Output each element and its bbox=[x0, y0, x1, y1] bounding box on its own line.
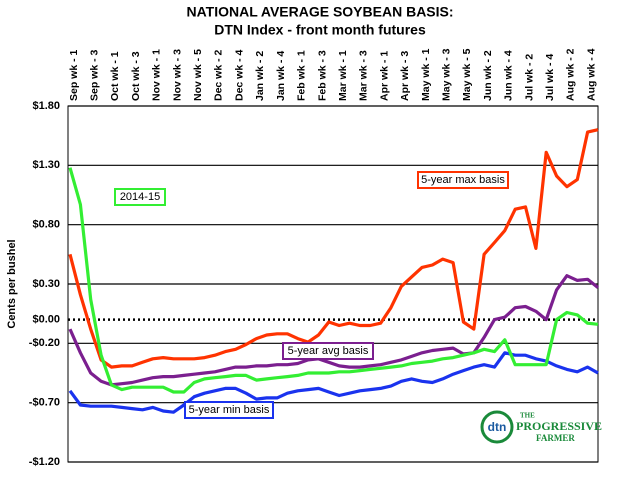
x-tick-label: Jan wk - 4 bbox=[275, 51, 287, 101]
x-tick-label: Sep wk - 3 bbox=[88, 49, 100, 101]
y-tick-label: $0.30 bbox=[32, 278, 60, 290]
x-tick-label: Jul wk - 2 bbox=[523, 54, 535, 101]
series-line bbox=[68, 128, 599, 369]
x-tick-label: Jan wk - 2 bbox=[254, 51, 266, 101]
x-tick-label: Dec wk - 4 bbox=[233, 49, 245, 101]
series-line bbox=[68, 167, 599, 394]
x-tick-label: Jul wk - 4 bbox=[544, 54, 556, 101]
x-tick-label: May wk - 1 bbox=[420, 48, 432, 101]
logo-badge bbox=[480, 410, 514, 444]
x-tick-label: Mar wk - 1 bbox=[337, 50, 349, 101]
x-tick-label: Apr wk - 3 bbox=[399, 51, 411, 101]
legend-box bbox=[282, 342, 374, 360]
x-tick-label: Apr wk - 1 bbox=[378, 51, 390, 101]
legend-box bbox=[417, 171, 509, 189]
x-tick-label: Dec wk - 2 bbox=[213, 49, 225, 101]
legend-box bbox=[114, 188, 166, 206]
x-tick-label: May wk - 5 bbox=[461, 48, 473, 101]
y-tick-label: -$0.20 bbox=[29, 337, 60, 349]
x-tick-label: Jun wk - 4 bbox=[503, 50, 515, 101]
y-tick-label: $1.80 bbox=[32, 100, 60, 112]
x-tick-label: Oct wk - 1 bbox=[109, 51, 121, 101]
logo-text: THE bbox=[520, 412, 535, 420]
y-tick-label: $1.30 bbox=[32, 159, 60, 171]
x-tick-label: Nov wk - 1 bbox=[151, 49, 163, 101]
legend-label: 2014-15 bbox=[120, 191, 160, 203]
x-tick-label: Jun wk - 2 bbox=[482, 50, 494, 101]
y-tick-label: $0.80 bbox=[32, 219, 60, 231]
legend-label: 5-year max basis bbox=[421, 174, 505, 186]
plot-frame bbox=[67, 105, 599, 463]
legend-label: 5-year avg basis bbox=[288, 345, 369, 357]
x-tick-label: Mar wk - 3 bbox=[358, 50, 370, 101]
logo-text: FARMER bbox=[536, 433, 575, 443]
x-tick-label: Nov wk - 5 bbox=[192, 49, 204, 101]
x-tick-label: Feb wk - 1 bbox=[296, 50, 308, 101]
x-tick-label: Aug wk - 4 bbox=[585, 48, 597, 101]
y-axis-label: Cents per bushel bbox=[6, 239, 18, 328]
x-tick-label: May wk - 3 bbox=[440, 48, 452, 101]
series-line bbox=[68, 274, 599, 387]
x-tick-label: Oct wk - 3 bbox=[130, 51, 142, 101]
chart-subtitle: DTN Index - front month futures bbox=[214, 22, 426, 38]
logo-text: PROGRESSIVE bbox=[516, 419, 602, 433]
chart-title: NATIONAL AVERAGE SOYBEAN BASIS: bbox=[186, 4, 453, 20]
legend-box bbox=[184, 401, 274, 419]
x-tick-label: Aug wk - 2 bbox=[565, 48, 577, 101]
y-tick-label: -$0.70 bbox=[29, 397, 60, 409]
x-tick-label: Feb wk - 3 bbox=[316, 50, 328, 101]
logo-text: dtn bbox=[488, 420, 507, 434]
legend-label: 5-year min basis bbox=[189, 404, 270, 416]
x-tick-label: Nov wk - 3 bbox=[171, 49, 183, 101]
y-tick-label: $0.00 bbox=[32, 314, 60, 326]
x-tick-label: Sep wk - 1 bbox=[68, 49, 80, 101]
y-tick-label: -$1.20 bbox=[29, 456, 60, 468]
